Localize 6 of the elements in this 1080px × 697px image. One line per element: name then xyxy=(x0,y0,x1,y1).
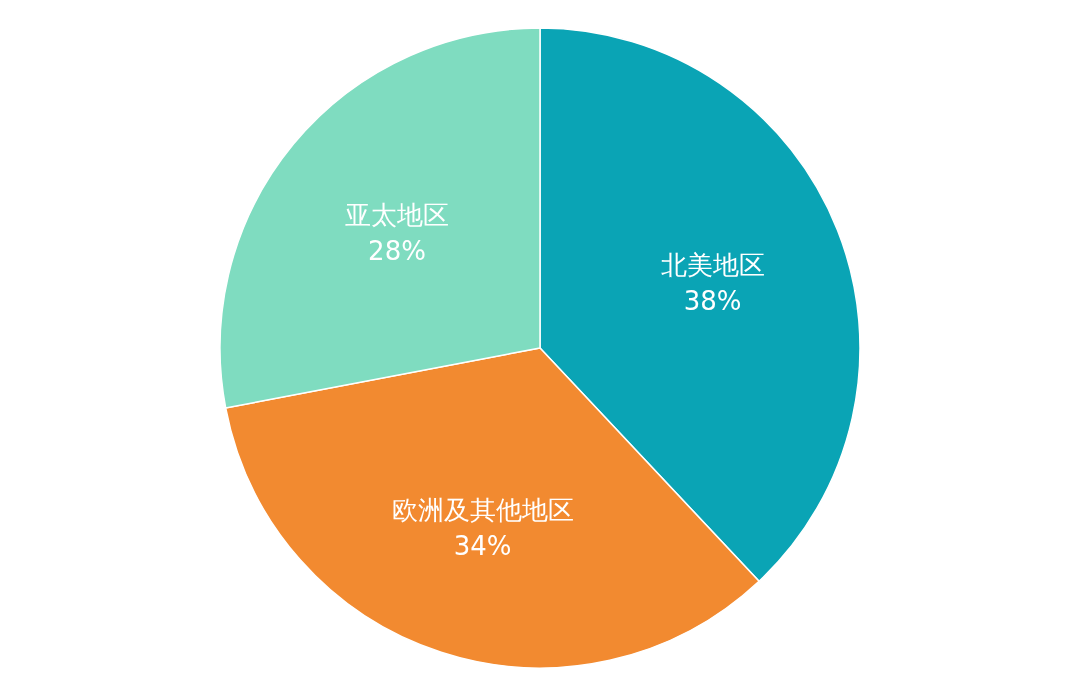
data-label: 28% xyxy=(368,235,426,266)
slice-label: 欧洲及其他地区 xyxy=(391,494,574,525)
slice-label: 北美地区 xyxy=(660,249,765,280)
data-label: 34% xyxy=(453,530,512,561)
data-label: 38% xyxy=(683,285,742,316)
slice-label: 亚太地区 xyxy=(344,199,449,230)
